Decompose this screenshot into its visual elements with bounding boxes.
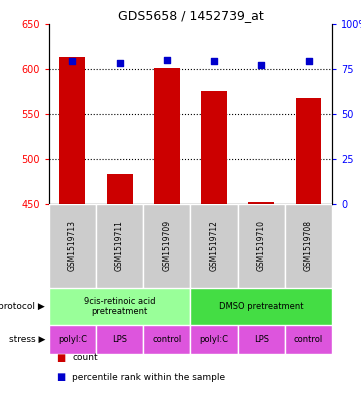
Bar (49, 325, 96, 354)
Text: GSM1519711: GSM1519711 (115, 220, 124, 271)
Bar (143, 325, 191, 354)
Bar (143, 204, 191, 288)
Text: LPS: LPS (112, 335, 127, 344)
Text: control: control (294, 335, 323, 344)
Point (69, 58, 75, 64)
Point (258, 62, 264, 68)
Bar (59, 57, 85, 204)
Text: GSM1519709: GSM1519709 (162, 220, 171, 272)
Bar (191, 204, 238, 288)
Text: GSM1519712: GSM1519712 (209, 220, 218, 271)
Bar (238, 325, 285, 354)
Text: ■: ■ (56, 372, 65, 382)
Text: protocol ▶: protocol ▶ (0, 302, 45, 311)
Bar (49, 204, 96, 288)
Text: DMSO pretreatment: DMSO pretreatment (219, 302, 304, 311)
Text: GSM1519713: GSM1519713 (68, 220, 77, 271)
Text: polyI:C: polyI:C (58, 335, 87, 344)
Text: count: count (72, 353, 98, 362)
Text: LPS: LPS (254, 335, 269, 344)
Bar (285, 204, 332, 288)
Bar (201, 91, 227, 204)
Bar (106, 174, 132, 204)
Text: 9cis-retinoic acid
pretreatment: 9cis-retinoic acid pretreatment (84, 297, 155, 316)
Point (211, 58, 217, 64)
Bar (49, 288, 191, 325)
Text: GSM1519708: GSM1519708 (304, 220, 313, 271)
Bar (154, 68, 180, 204)
Text: GSM1519710: GSM1519710 (257, 220, 266, 271)
Bar (96, 325, 143, 354)
Text: control: control (152, 335, 182, 344)
Bar (248, 202, 274, 204)
Bar (285, 325, 332, 354)
Bar (96, 204, 143, 288)
Text: ■: ■ (56, 353, 65, 363)
Text: stress ▶: stress ▶ (9, 335, 45, 344)
Point (306, 58, 312, 64)
Bar (296, 98, 322, 204)
Bar (238, 204, 285, 288)
Text: polyI:C: polyI:C (200, 335, 229, 344)
Bar (191, 325, 238, 354)
Point (117, 60, 122, 66)
Point (164, 57, 170, 63)
Text: percentile rank within the sample: percentile rank within the sample (72, 373, 225, 382)
Title: GDS5658 / 1452739_at: GDS5658 / 1452739_at (118, 9, 263, 22)
Bar (191, 288, 332, 325)
